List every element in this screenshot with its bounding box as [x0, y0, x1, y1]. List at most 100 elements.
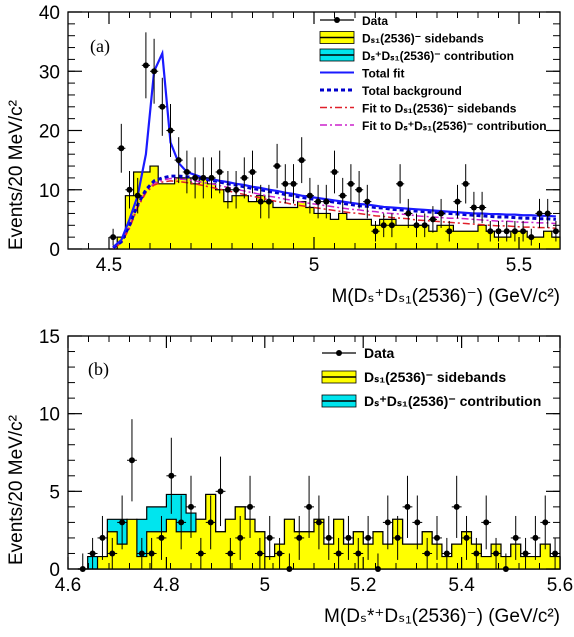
- data-point: [87, 537, 98, 569]
- data-point: [535, 198, 544, 228]
- data-point: [322, 184, 331, 219]
- data-marker: [365, 534, 372, 541]
- data-point: [437, 198, 446, 228]
- panel-b-ticks: 4.6 4.8 5 5.2 5.4 5.6 0 5 10 15: [39, 327, 573, 596]
- y-tick-label: 10: [39, 181, 60, 202]
- data-point: [363, 515, 374, 560]
- data-marker: [520, 228, 527, 235]
- data-marker: [148, 550, 155, 557]
- data-point: [338, 177, 347, 214]
- data-marker: [421, 222, 428, 229]
- data-point: [117, 123, 126, 173]
- data-point: [274, 537, 285, 569]
- data-marker: [159, 103, 166, 110]
- data-marker: [493, 550, 500, 557]
- data-marker: [306, 503, 313, 510]
- data-marker: [249, 168, 256, 175]
- data-marker: [241, 174, 248, 181]
- legend-label: Dₛ⁺Dₛ₁(2536)⁻ contribution: [362, 49, 514, 63]
- data-marker: [335, 550, 342, 557]
- data-marker: [532, 534, 539, 541]
- data-point: [478, 191, 487, 224]
- data-point: [346, 164, 355, 204]
- data-point: [502, 220, 511, 242]
- panel-a-xlabel: M(Dₛ⁺Dₛ₁(2536)⁻) (GeV/c²): [331, 286, 560, 307]
- data-marker: [502, 566, 509, 572]
- panel-a-legend: Data Dₛ₁(2536)⁻ sidebands Dₛ⁺Dₛ₁(2536)⁻ co…: [319, 14, 547, 133]
- data-marker: [217, 488, 224, 495]
- data-point: [127, 419, 137, 502]
- legend-label: Fit to Dₛ₁(2536)⁻ sidebands: [362, 102, 517, 116]
- y-tick-label: 40: [39, 3, 60, 24]
- x-tick-label: 5.2: [350, 575, 376, 596]
- data-marker: [282, 180, 289, 187]
- data-point: [166, 104, 175, 157]
- data-point: [494, 220, 503, 242]
- data-marker: [224, 186, 231, 193]
- data-marker: [142, 62, 149, 69]
- legend-entry: Data: [320, 14, 388, 28]
- panel-b-tag: (b): [88, 359, 109, 380]
- data-point: [305, 177, 314, 214]
- data-marker: [315, 198, 322, 205]
- data-marker: [413, 222, 420, 229]
- legend-entry: Dₛ⁺Dₛ₁(2536)⁻ contribution: [321, 393, 541, 409]
- data-point: [453, 184, 462, 219]
- data-marker: [552, 228, 559, 235]
- data-marker: [331, 168, 338, 175]
- data-point: [191, 157, 200, 199]
- data-point: [232, 171, 241, 209]
- data-point: [133, 177, 142, 214]
- data-point: [97, 515, 108, 560]
- data-marker: [394, 534, 401, 541]
- data-point: [387, 213, 396, 238]
- data-point: [392, 515, 403, 560]
- x-tick-label: 4.6: [55, 575, 81, 596]
- data-marker: [296, 534, 303, 541]
- legend-entry: Total background: [320, 84, 462, 98]
- data-point: [264, 184, 273, 219]
- data-point: [248, 150, 257, 194]
- data-marker: [167, 127, 174, 134]
- data-marker: [256, 550, 263, 557]
- data-marker: [384, 519, 391, 526]
- data-point: [323, 515, 334, 560]
- data-point: [404, 198, 413, 228]
- data-marker: [216, 168, 223, 175]
- data-marker: [483, 519, 490, 526]
- data-marker: [200, 174, 207, 181]
- data-marker: [298, 157, 305, 164]
- data-marker: [462, 180, 469, 187]
- data-marker: [446, 228, 453, 235]
- data-point: [199, 157, 208, 199]
- data-point: [530, 515, 541, 560]
- data-point: [451, 475, 462, 538]
- legend-label: Data: [364, 345, 395, 361]
- data-point: [527, 228, 536, 246]
- data-point: [363, 184, 372, 219]
- panel-b: 4.6 4.8 5 5.2 5.4 5.6 0 5 10 15 (b) Data Dₛ₁(2536)…: [6, 327, 573, 627]
- data-point: [245, 475, 255, 538]
- data-point: [297, 137, 306, 184]
- data-point: [461, 164, 470, 204]
- data-marker: [414, 519, 421, 526]
- data-point: [284, 553, 295, 572]
- data-marker: [453, 503, 460, 510]
- data-marker: [89, 550, 96, 557]
- y-tick-label: 30: [39, 62, 60, 83]
- data-marker: [372, 228, 379, 235]
- data-point: [304, 475, 314, 538]
- x-tick-label: 4.8: [153, 575, 179, 596]
- data-marker: [470, 204, 477, 211]
- data-marker: [487, 228, 494, 235]
- data-point: [289, 164, 298, 204]
- legend-entry: Total fit: [320, 67, 404, 81]
- data-marker: [306, 192, 313, 199]
- panel-b-data-points: [77, 419, 560, 572]
- data-point: [355, 171, 364, 209]
- data-point: [373, 553, 383, 572]
- legend-label: Total fit: [362, 67, 404, 81]
- data-marker: [286, 566, 293, 572]
- data-marker: [356, 186, 363, 193]
- data-marker: [158, 534, 165, 541]
